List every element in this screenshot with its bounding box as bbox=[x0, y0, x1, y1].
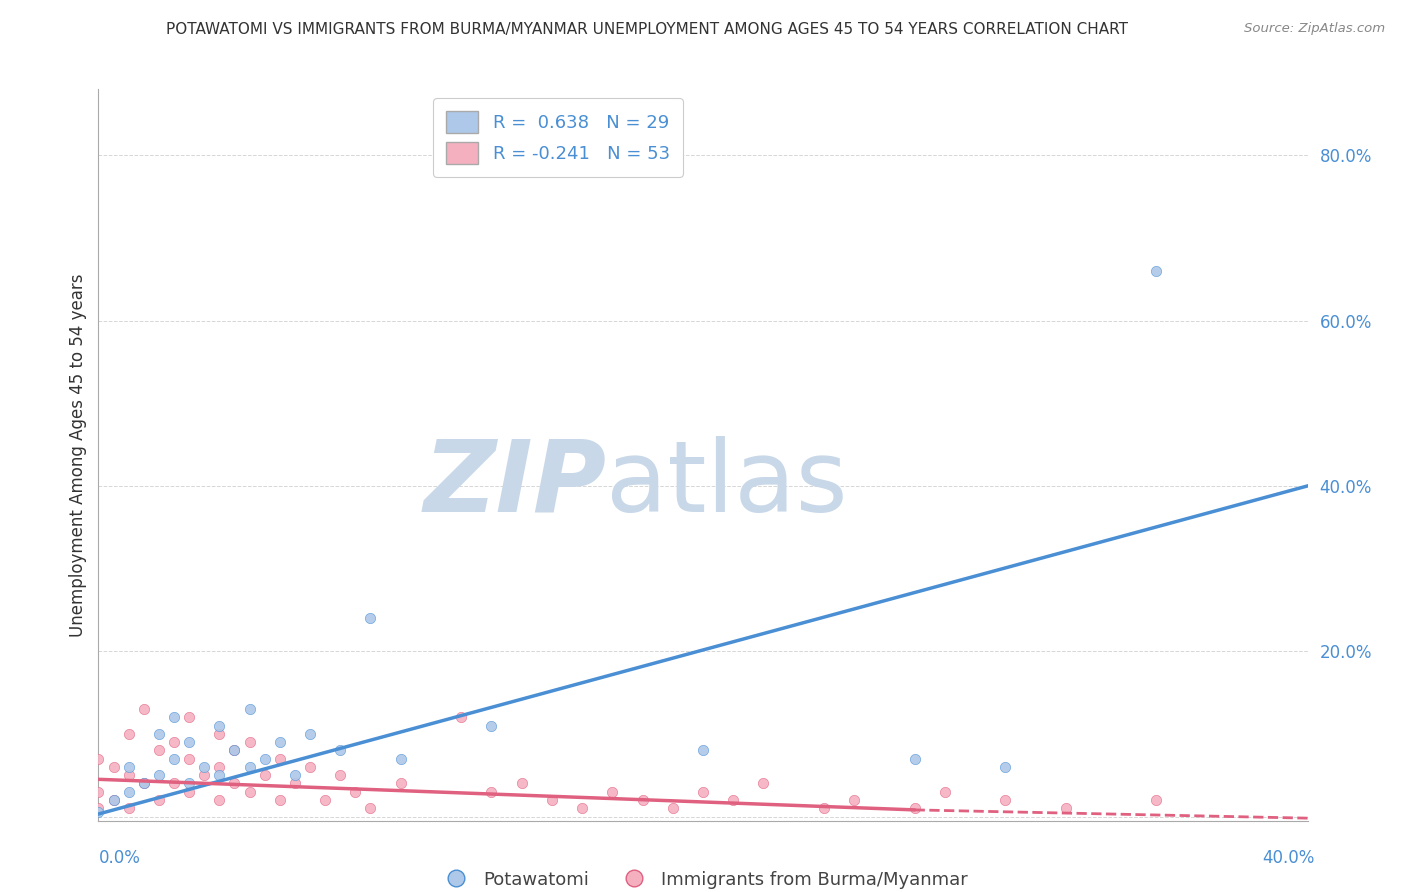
Point bbox=[87, 801, 110, 815]
Point bbox=[994, 760, 1017, 774]
Point bbox=[1144, 264, 1167, 278]
Point bbox=[87, 805, 110, 820]
Point bbox=[284, 768, 307, 782]
Point bbox=[510, 776, 533, 790]
Point bbox=[360, 611, 382, 625]
Point bbox=[253, 768, 276, 782]
Point bbox=[118, 801, 141, 815]
Point bbox=[299, 760, 322, 774]
Point bbox=[284, 776, 307, 790]
Point bbox=[87, 752, 110, 766]
Point bbox=[177, 776, 201, 790]
Point bbox=[631, 793, 654, 807]
Point bbox=[87, 785, 110, 799]
Point bbox=[269, 735, 291, 749]
Point bbox=[239, 785, 262, 799]
Point bbox=[752, 776, 775, 790]
Point bbox=[193, 768, 215, 782]
Text: Source: ZipAtlas.com: Source: ZipAtlas.com bbox=[1244, 22, 1385, 36]
Point bbox=[481, 785, 503, 799]
Point bbox=[269, 793, 291, 807]
Point bbox=[148, 743, 170, 757]
Legend: Potawatomi, Immigrants from Burma/Myanmar: Potawatomi, Immigrants from Burma/Myanma… bbox=[430, 863, 976, 892]
Point bbox=[224, 776, 246, 790]
Point bbox=[224, 743, 246, 757]
Y-axis label: Unemployment Among Ages 45 to 54 years: Unemployment Among Ages 45 to 54 years bbox=[69, 273, 87, 637]
Point bbox=[239, 735, 262, 749]
Point bbox=[163, 735, 186, 749]
Point bbox=[934, 785, 956, 799]
Point bbox=[103, 760, 125, 774]
Point bbox=[208, 768, 231, 782]
Point bbox=[389, 752, 412, 766]
Point bbox=[177, 785, 201, 799]
Point bbox=[148, 768, 170, 782]
Point bbox=[904, 801, 927, 815]
Point bbox=[224, 743, 246, 757]
Point bbox=[692, 743, 714, 757]
Point bbox=[163, 710, 186, 724]
Point bbox=[904, 752, 927, 766]
Point bbox=[314, 793, 336, 807]
Point bbox=[692, 785, 714, 799]
Point bbox=[132, 776, 155, 790]
Text: POTAWATOMI VS IMMIGRANTS FROM BURMA/MYANMAR UNEMPLOYMENT AMONG AGES 45 TO 54 YEA: POTAWATOMI VS IMMIGRANTS FROM BURMA/MYAN… bbox=[166, 22, 1128, 37]
Text: atlas: atlas bbox=[606, 435, 848, 533]
Point bbox=[329, 743, 352, 757]
Point bbox=[344, 785, 367, 799]
Point bbox=[661, 801, 683, 815]
Point bbox=[148, 793, 170, 807]
Point bbox=[148, 727, 170, 741]
Point bbox=[299, 727, 322, 741]
Point bbox=[450, 710, 472, 724]
Point bbox=[208, 793, 231, 807]
Point bbox=[103, 793, 125, 807]
Point bbox=[177, 735, 201, 749]
Text: ZIP: ZIP bbox=[423, 435, 606, 533]
Point bbox=[540, 793, 562, 807]
Point bbox=[329, 768, 352, 782]
Point bbox=[177, 752, 201, 766]
Point bbox=[163, 776, 186, 790]
Point bbox=[571, 801, 593, 815]
Point bbox=[239, 702, 262, 716]
Point bbox=[193, 760, 215, 774]
Point bbox=[360, 801, 382, 815]
Point bbox=[389, 776, 412, 790]
Point bbox=[208, 718, 231, 732]
Point bbox=[118, 785, 141, 799]
Point bbox=[208, 727, 231, 741]
Point bbox=[1054, 801, 1077, 815]
Text: 0.0%: 0.0% bbox=[98, 848, 141, 866]
Point bbox=[118, 768, 141, 782]
Point bbox=[253, 752, 276, 766]
Text: 40.0%: 40.0% bbox=[1263, 848, 1315, 866]
Point bbox=[118, 760, 141, 774]
Point bbox=[177, 710, 201, 724]
Point bbox=[118, 727, 141, 741]
Point bbox=[813, 801, 835, 815]
Point bbox=[132, 776, 155, 790]
Point bbox=[994, 793, 1017, 807]
Point bbox=[239, 760, 262, 774]
Point bbox=[163, 752, 186, 766]
Point bbox=[132, 702, 155, 716]
Point bbox=[721, 793, 744, 807]
Point bbox=[269, 752, 291, 766]
Point bbox=[103, 793, 125, 807]
Point bbox=[1144, 793, 1167, 807]
Point bbox=[844, 793, 866, 807]
Point bbox=[602, 785, 624, 799]
Point bbox=[481, 718, 503, 732]
Point bbox=[208, 760, 231, 774]
